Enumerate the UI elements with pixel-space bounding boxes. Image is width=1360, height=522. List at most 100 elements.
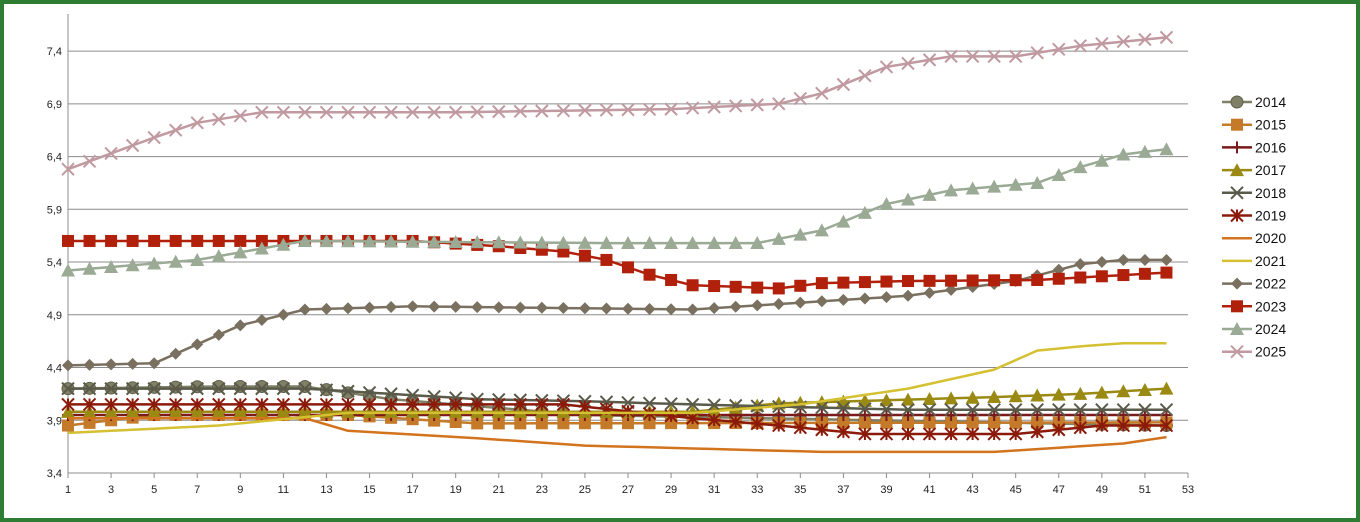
data-point-2015 bbox=[449, 416, 462, 429]
data-point-2014 bbox=[233, 380, 247, 394]
data-point-2022 bbox=[492, 301, 505, 314]
data-point-2015 bbox=[83, 416, 96, 429]
data-point-2022 bbox=[643, 303, 656, 316]
y-tick-label: 5,4 bbox=[47, 257, 62, 269]
data-point-2023 bbox=[686, 279, 699, 292]
data-point-2022 bbox=[449, 300, 462, 313]
data-point-2017 bbox=[922, 391, 937, 405]
x-tick-label: 21 bbox=[493, 484, 505, 496]
data-point-2019 bbox=[384, 397, 398, 412]
legend-swatch-marker bbox=[1230, 163, 1244, 177]
x-tick-label: 47 bbox=[1053, 484, 1065, 496]
data-point-2017 bbox=[1094, 385, 1109, 399]
y-tick-label: 5,9 bbox=[47, 204, 62, 216]
data-point-2018 bbox=[104, 381, 118, 396]
data-point-2022 bbox=[277, 308, 290, 321]
legend-label: 2020 bbox=[1255, 230, 1286, 246]
data-point-2025 bbox=[168, 123, 183, 137]
data-point-2023 bbox=[1138, 267, 1151, 280]
x-tick-label: 17 bbox=[406, 484, 418, 496]
series-2021 bbox=[67, 342, 1167, 435]
data-point-2016 bbox=[837, 408, 850, 421]
data-point-2025 bbox=[492, 104, 506, 119]
data-point-2022 bbox=[729, 300, 742, 313]
data-point-2017 bbox=[879, 393, 894, 407]
data-point-2024 bbox=[664, 236, 679, 250]
data-point-2018 bbox=[82, 381, 97, 396]
data-point-2017 bbox=[147, 404, 162, 418]
data-point-2025 bbox=[319, 105, 334, 119]
legend-label: 2019 bbox=[1255, 208, 1286, 224]
data-point-2019 bbox=[470, 397, 484, 412]
data-point-2023 bbox=[665, 273, 678, 286]
data-point-2025 bbox=[341, 105, 355, 119]
data-point-2023 bbox=[212, 234, 225, 247]
data-point-2025 bbox=[1138, 32, 1152, 47]
data-point-2017 bbox=[470, 404, 485, 418]
data-point-2019 bbox=[728, 415, 743, 429]
data-point-2019 bbox=[492, 397, 506, 412]
data-point-2024 bbox=[879, 197, 894, 211]
legend: 2014 2015 2016 2017 2018 2019 2020 2021 2022 2023… bbox=[1222, 94, 1286, 360]
data-point-2023 bbox=[148, 234, 161, 247]
data-point-2025 bbox=[772, 97, 786, 111]
data-point-2018 bbox=[147, 381, 161, 396]
data-point-2019 bbox=[1159, 418, 1174, 433]
series-line-2014 bbox=[67, 385, 1167, 427]
x-tick-label: 37 bbox=[837, 484, 849, 496]
data-point-2019 bbox=[448, 397, 463, 412]
data-point-2018 bbox=[965, 403, 980, 417]
data-point-2018 bbox=[664, 397, 678, 411]
legend-item-2016: 2016 bbox=[1222, 139, 1286, 155]
x-tick-label: 15 bbox=[363, 484, 375, 496]
data-point-2024 bbox=[82, 261, 97, 275]
data-point-2022 bbox=[428, 300, 441, 313]
data-point-2025 bbox=[1116, 34, 1131, 49]
data-point-2015 bbox=[643, 417, 656, 430]
data-point-2024 bbox=[599, 236, 614, 250]
data-point-2025 bbox=[298, 105, 312, 119]
data-point-2024 bbox=[1051, 168, 1066, 182]
data-point-2023 bbox=[1031, 273, 1044, 286]
data-point-2019 bbox=[944, 427, 958, 441]
data-point-2018 bbox=[212, 381, 226, 396]
legend-label: 2023 bbox=[1255, 298, 1286, 314]
data-point-2024 bbox=[61, 263, 75, 277]
data-point-2022 bbox=[320, 302, 333, 315]
data-point-2018 bbox=[879, 402, 894, 416]
legend-swatch-marker bbox=[1231, 118, 1243, 131]
data-point-2017 bbox=[901, 392, 915, 406]
data-point-2024 bbox=[491, 235, 506, 249]
grid-lines bbox=[68, 50, 1188, 421]
data-point-2025 bbox=[944, 49, 958, 64]
data-point-2022 bbox=[902, 289, 914, 302]
data-point-2023 bbox=[105, 234, 118, 247]
data-point-2022 bbox=[1138, 253, 1151, 266]
legend-label: 2015 bbox=[1255, 117, 1286, 133]
legend-label: 2018 bbox=[1255, 185, 1286, 201]
data-point-2017 bbox=[1116, 384, 1131, 398]
data-point-2019 bbox=[922, 427, 937, 441]
data-point-2023 bbox=[837, 276, 850, 289]
data-point-2017 bbox=[190, 404, 205, 418]
data-point-2017 bbox=[168, 404, 183, 418]
data-point-2022 bbox=[794, 296, 807, 309]
data-point-2016 bbox=[880, 408, 893, 421]
data-point-2023 bbox=[622, 261, 634, 274]
data-point-2025 bbox=[793, 91, 808, 106]
data-point-2018 bbox=[944, 403, 958, 417]
data-point-2023 bbox=[1095, 270, 1108, 283]
data-point-2018 bbox=[1095, 403, 1109, 417]
data-point-2019 bbox=[836, 425, 851, 439]
series-2019 bbox=[61, 397, 1174, 441]
data-point-2024 bbox=[190, 252, 205, 266]
data-point-2019 bbox=[1008, 427, 1023, 441]
x-tick-label: 3 bbox=[108, 484, 114, 496]
data-point-2015 bbox=[1031, 416, 1044, 429]
data-point-2023 bbox=[902, 275, 914, 288]
data-point-2019 bbox=[1073, 420, 1088, 435]
data-point-2019 bbox=[212, 397, 226, 412]
data-point-2017 bbox=[427, 404, 442, 418]
data-point-2018 bbox=[276, 381, 291, 396]
data-point-2015 bbox=[557, 417, 570, 430]
